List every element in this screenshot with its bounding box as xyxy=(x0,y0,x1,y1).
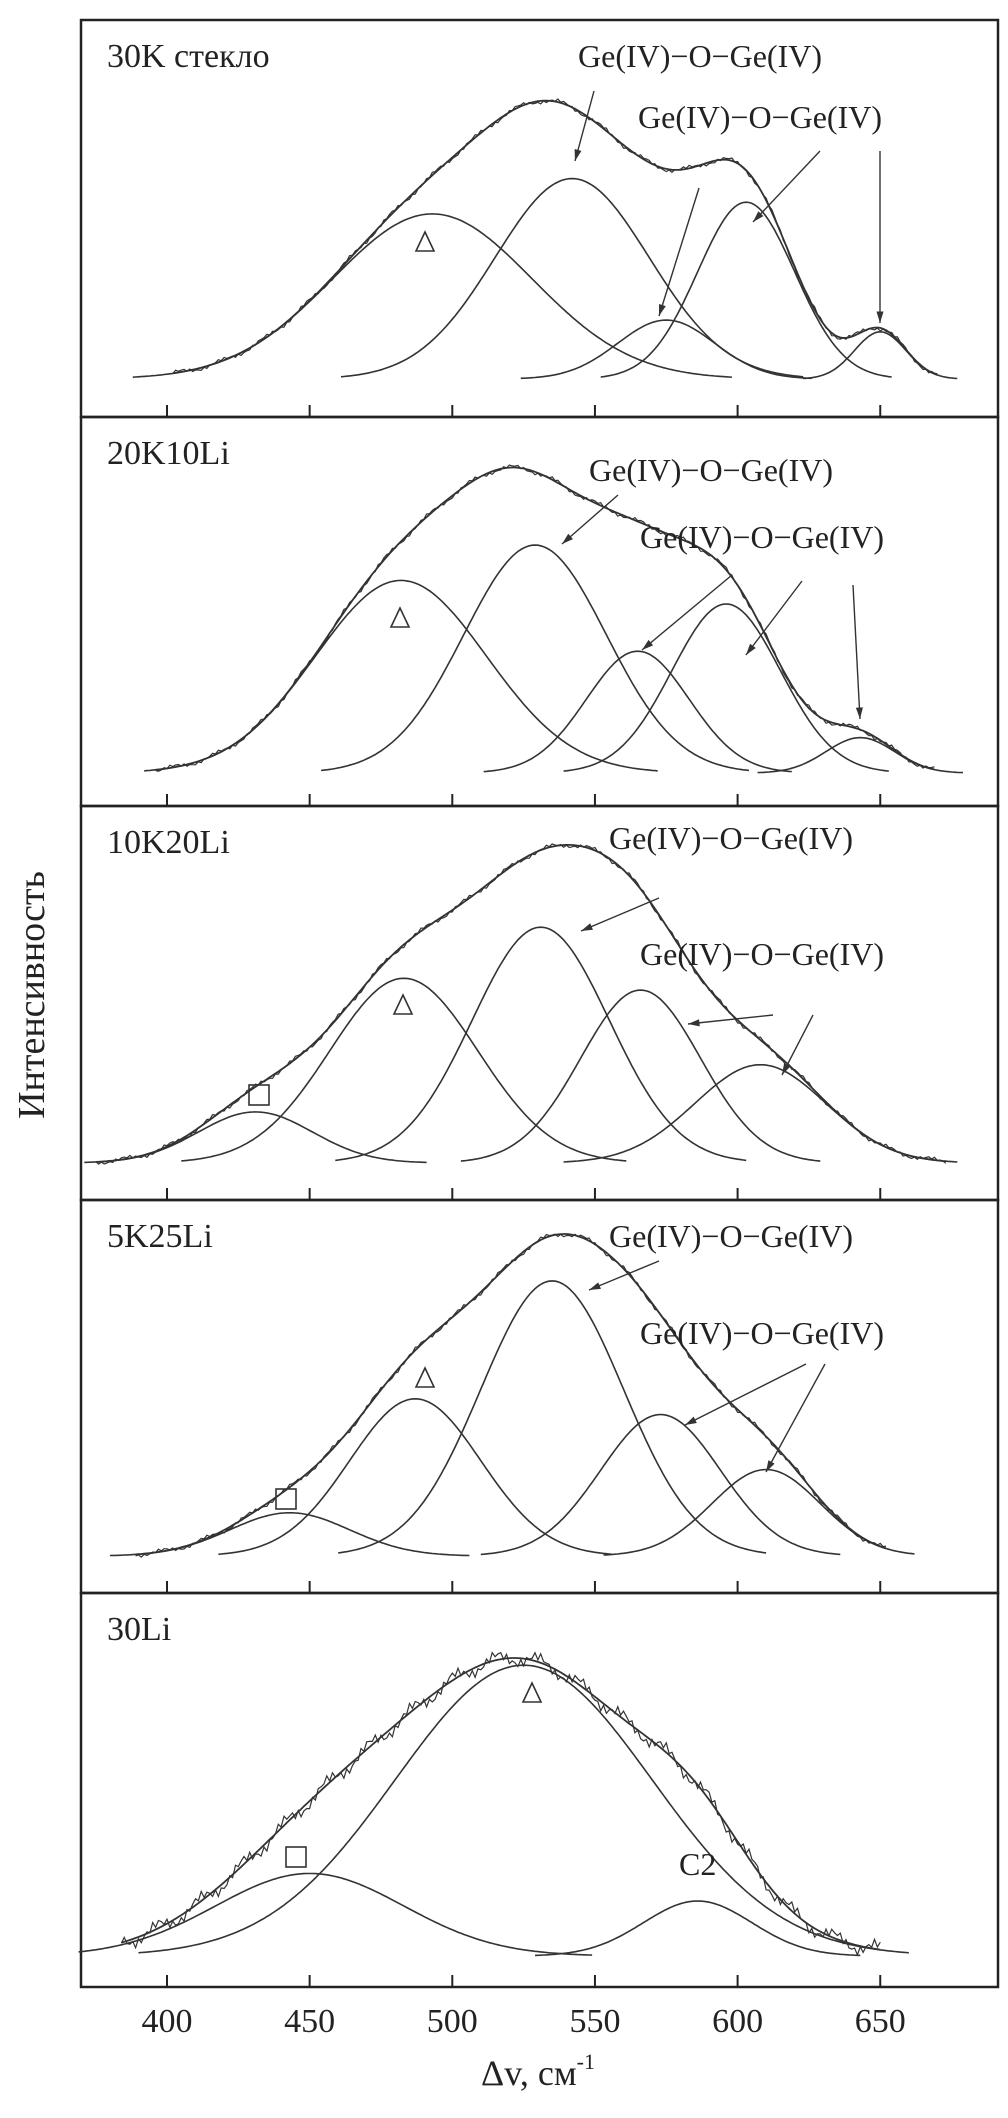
experimental-spectrum xyxy=(135,1233,887,1558)
arrow-head-icon xyxy=(876,311,884,323)
component-peak-3 xyxy=(520,319,812,380)
fit-envelope xyxy=(135,1233,887,1556)
arrow-head-icon xyxy=(746,643,756,655)
arrow-head-icon xyxy=(753,211,764,222)
annotation-arrow xyxy=(684,1363,807,1426)
panel-label: 20K10Li xyxy=(107,435,230,472)
experimental-spectrum xyxy=(155,464,935,772)
peak-annotation: Ge(IV)−O−Ge(IV) xyxy=(640,519,884,555)
component-peak-2 xyxy=(138,1664,909,1954)
component-peak-5 xyxy=(803,330,958,380)
annotation-arrow xyxy=(588,1260,660,1291)
triangle-marker-icon xyxy=(389,606,411,628)
triangle-marker-icon xyxy=(414,230,436,252)
x-axis-title: Δv, см-1 xyxy=(481,2049,595,2093)
component-peak-4 xyxy=(600,201,892,378)
square-marker-icon xyxy=(285,1846,307,1868)
experimental-spectrum xyxy=(120,1651,881,1957)
annotation-arrow xyxy=(641,574,733,651)
component-peak-5 xyxy=(563,1064,958,1163)
component-peak-1 xyxy=(132,213,732,378)
experimental-spectrum xyxy=(95,843,947,1165)
fit-envelope xyxy=(155,466,935,771)
arrow-head-icon xyxy=(589,1282,601,1290)
peak-annotation: Ge(IV)−O−Ge(IV) xyxy=(638,99,882,135)
experimental-spectrum xyxy=(172,98,938,375)
square-marker-icon xyxy=(248,1084,270,1106)
panel-label: 10K20Li xyxy=(107,824,230,861)
annotation-arrow xyxy=(580,897,660,932)
component-peak-4 xyxy=(563,603,889,772)
x-tick-label: 600 xyxy=(712,2003,763,2040)
panel-frame xyxy=(79,18,1000,419)
annotation-arrow xyxy=(752,150,821,223)
peak-annotation: Ge(IV)−O−Ge(IV) xyxy=(640,1315,884,1351)
panel-frame xyxy=(79,1591,1000,1989)
component-peak-3 xyxy=(335,926,747,1162)
arrow-head-icon xyxy=(855,707,863,719)
component-peak-3 xyxy=(534,1900,861,1957)
arrow-head-icon xyxy=(685,1416,697,1425)
x-tick-label: 400 xyxy=(142,2003,193,2040)
arrow-head-icon xyxy=(581,923,593,931)
peak-annotation: C2 xyxy=(679,1846,716,1882)
arrow-head-icon xyxy=(782,1063,791,1075)
arrow-head-icon xyxy=(688,1019,700,1027)
arrow-head-icon xyxy=(642,639,654,650)
x-tick-label: 500 xyxy=(427,2003,478,2040)
panel-3: 10K20Li Ge(IV)−O−Ge(IV) Ge(IV)−O−Ge(IV) xyxy=(79,804,1000,1202)
panel-frame xyxy=(79,804,1000,1202)
square-marker-icon xyxy=(275,1488,297,1510)
arrow-head-icon xyxy=(659,304,666,316)
x-tick-label: 450 xyxy=(284,2003,335,2040)
triangle-marker-icon xyxy=(414,1366,436,1388)
component-peak-4 xyxy=(480,1413,841,1556)
triangle-marker-icon xyxy=(392,993,414,1015)
y-axis-title: Интенсивность xyxy=(11,871,53,1119)
panel-1: 30K стекло Ge(IV)−O−Ge(IV) Ge(IV)−O−Ge(IV) xyxy=(79,18,1000,419)
component-peak-1 xyxy=(78,1872,593,1956)
peak-annotation: Ge(IV)−O−Ge(IV) xyxy=(609,820,853,856)
annotation-arrow xyxy=(765,1363,826,1473)
fit-envelope xyxy=(121,1657,881,1951)
component-peak-2 xyxy=(218,1397,613,1556)
annotation-arrow xyxy=(745,580,803,656)
fit-envelope xyxy=(95,844,946,1163)
peak-annotation: Ge(IV)−O−Ge(IV) xyxy=(589,452,833,488)
panel-label: 30K стекло xyxy=(107,38,270,75)
annotation-arrow xyxy=(574,90,595,162)
peak-annotation: Ge(IV)−O−Ge(IV) xyxy=(578,38,822,74)
component-peak-2 xyxy=(320,544,750,772)
annotation-arrow xyxy=(561,494,619,545)
x-tick-label: 550 xyxy=(569,2003,620,2040)
panel-label: 30Li xyxy=(107,1611,171,1648)
component-peak-4 xyxy=(460,989,821,1162)
component-peak-2 xyxy=(181,977,627,1162)
panel-label: 5K25Li xyxy=(107,1218,213,1255)
arrow-head-icon xyxy=(766,1460,775,1472)
arrow-head-icon xyxy=(562,533,573,544)
triangle-marker-icon xyxy=(521,1681,543,1703)
component-peak-3 xyxy=(483,650,792,773)
annotation-arrow xyxy=(852,584,861,720)
x-tick-label: 650 xyxy=(855,2003,906,2040)
peak-annotation: Ge(IV)−O−Ge(IV) xyxy=(609,1218,853,1254)
fit-envelope xyxy=(172,99,938,376)
arrow-head-icon xyxy=(574,149,582,161)
panel-4: 5K25Li Ge(IV)−O−Ge(IV) Ge(IV)−O−Ge(IV) xyxy=(79,1198,1000,1595)
annotation-arrow xyxy=(658,187,700,317)
panel-2: 20K10Li Ge(IV)−O−Ge(IV) Ge(IV)−O−Ge(IV) xyxy=(79,415,1000,808)
panel-5: 30Li C2 xyxy=(78,1591,1000,1989)
annotation-arrow xyxy=(687,1014,774,1025)
peak-annotation: Ge(IV)−O−Ge(IV) xyxy=(640,936,884,972)
